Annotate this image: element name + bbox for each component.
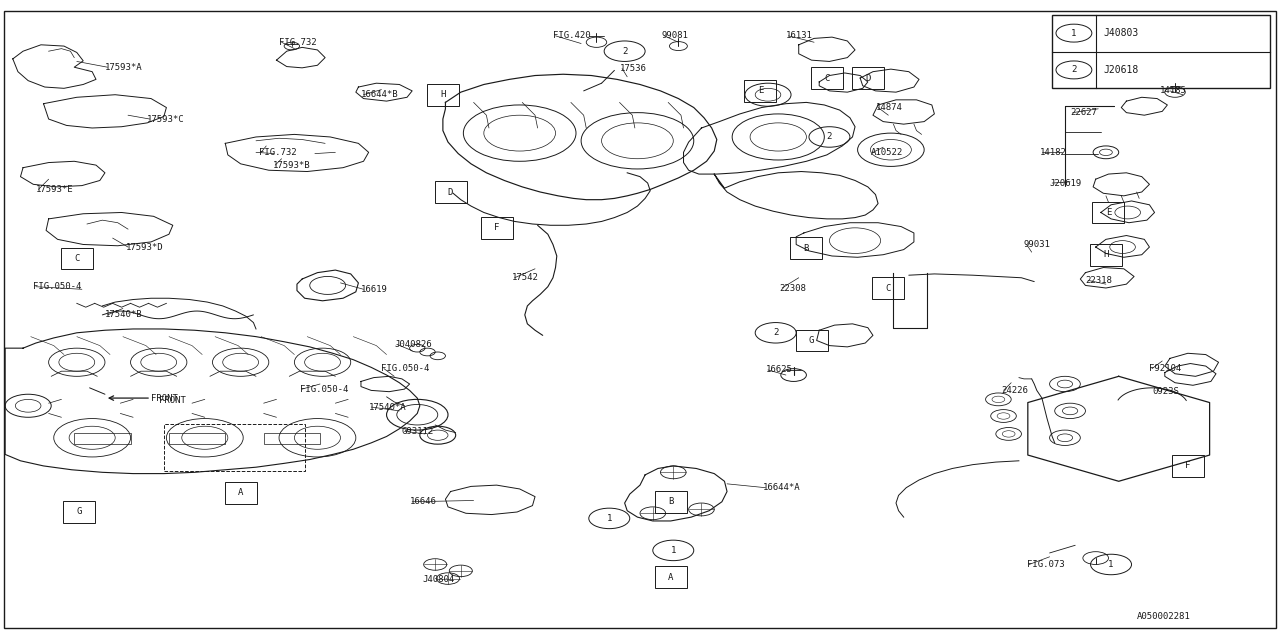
Bar [873, 277, 904, 299]
Text: H: H [440, 90, 445, 99]
Text: F: F [494, 223, 499, 232]
Text: J040826: J040826 [394, 340, 431, 349]
Text: 17540*B: 17540*B [105, 310, 142, 319]
Bar [169, 433, 225, 444]
Text: 17593*E: 17593*E [36, 185, 73, 194]
Text: FRONT: FRONT [151, 394, 178, 403]
Text: B: B [668, 497, 673, 506]
Bar [164, 424, 305, 471]
Text: G: G [77, 508, 82, 516]
Text: FIG.732: FIG.732 [279, 38, 316, 47]
Bar [74, 433, 131, 444]
Text: J20618: J20618 [1103, 65, 1139, 75]
Bar [791, 237, 823, 259]
Bar [796, 330, 828, 351]
Text: FIG.073: FIG.073 [1027, 560, 1064, 569]
Text: G: G [809, 336, 814, 345]
Text: 24226: 24226 [1001, 386, 1028, 395]
Text: E: E [758, 86, 763, 95]
Text: 17593*B: 17593*B [273, 161, 310, 170]
Bar [655, 566, 687, 588]
Text: J40803: J40803 [1103, 28, 1139, 38]
Text: 22627: 22627 [1070, 108, 1097, 117]
Text: 17593*C: 17593*C [147, 115, 184, 124]
Text: 17593*A: 17593*A [105, 63, 142, 72]
Text: 2: 2 [1071, 65, 1076, 74]
Bar [745, 80, 776, 102]
Bar [434, 181, 466, 203]
Text: A: A [238, 488, 243, 497]
Text: 22308: 22308 [780, 284, 806, 292]
Text: 17593*D: 17593*D [125, 243, 163, 252]
Text: 14874: 14874 [876, 103, 902, 112]
Text: 99081: 99081 [662, 31, 689, 40]
Text: 16131: 16131 [786, 31, 813, 40]
Text: 2: 2 [773, 328, 778, 337]
Text: A10522: A10522 [870, 148, 902, 157]
Bar [1052, 15, 1270, 88]
Text: A: A [668, 573, 673, 582]
Bar [812, 67, 844, 89]
Text: H: H [1103, 250, 1108, 259]
Text: 14182: 14182 [1039, 148, 1066, 157]
Bar [655, 491, 687, 513]
Text: FIG.050-4: FIG.050-4 [33, 282, 82, 291]
Text: 16625: 16625 [765, 365, 792, 374]
Bar [426, 84, 460, 106]
Text: D: D [448, 188, 453, 196]
Text: C: C [74, 254, 79, 263]
Text: 1: 1 [671, 546, 676, 555]
Bar [264, 433, 320, 444]
Text: J20619: J20619 [1050, 179, 1082, 188]
Text: A050002281: A050002281 [1137, 612, 1190, 621]
Bar [225, 482, 256, 504]
Text: FIG.050-4: FIG.050-4 [381, 364, 430, 373]
Bar [64, 501, 96, 523]
Text: 17536: 17536 [620, 64, 646, 73]
Bar [1172, 455, 1204, 477]
Text: FIG.420: FIG.420 [553, 31, 590, 40]
Text: F92104: F92104 [1149, 364, 1181, 373]
Bar [1091, 244, 1121, 266]
Text: F: F [1185, 461, 1190, 470]
Text: B: B [804, 244, 809, 253]
Text: 1: 1 [1071, 29, 1076, 38]
Text: FIG.050-4: FIG.050-4 [300, 385, 348, 394]
Text: G93112: G93112 [402, 427, 434, 436]
Bar [61, 248, 93, 269]
Text: FRONT: FRONT [159, 396, 186, 405]
Text: 14185: 14185 [1160, 86, 1187, 95]
Text: 99031: 99031 [1024, 240, 1051, 249]
Text: 16619: 16619 [361, 285, 388, 294]
Text: D: D [865, 74, 870, 83]
Text: 2: 2 [827, 132, 832, 141]
Text: 16644*B: 16644*B [361, 90, 398, 99]
Text: J40804: J40804 [422, 575, 454, 584]
Text: 0923S: 0923S [1152, 387, 1179, 396]
Text: 1: 1 [1108, 560, 1114, 569]
Text: E: E [1106, 208, 1111, 217]
Text: 1: 1 [607, 514, 612, 523]
Text: C: C [886, 284, 891, 292]
Text: C: C [824, 74, 829, 83]
Text: 17542: 17542 [512, 273, 539, 282]
Text: 17540*A: 17540*A [369, 403, 406, 412]
Text: FIG.732: FIG.732 [259, 148, 296, 157]
Bar [1093, 202, 1125, 223]
Bar [481, 217, 512, 239]
Text: 22318: 22318 [1085, 276, 1112, 285]
Text: 16644*A: 16644*A [763, 483, 800, 492]
Text: 2: 2 [622, 47, 627, 56]
Bar [852, 67, 884, 89]
Text: 16646: 16646 [410, 497, 436, 506]
